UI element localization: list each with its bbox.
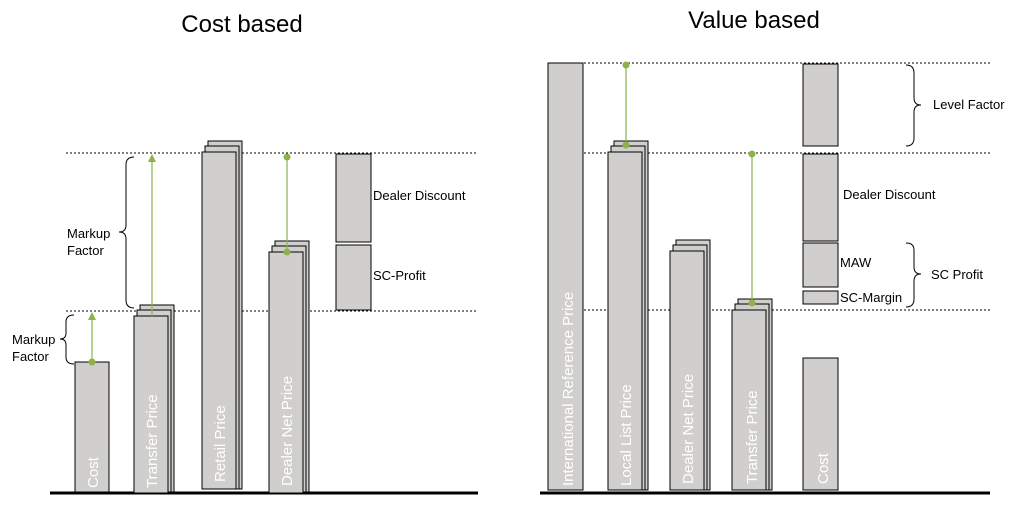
- markup-factor-brace-lower: [59, 314, 75, 365]
- svg-text:Factor: Factor: [67, 243, 105, 258]
- dealer-net-price-label: Dealer Net Price: [279, 376, 296, 486]
- markup-factor-upper-text: Markup Factor: [67, 226, 110, 258]
- svg-text:Markup: Markup: [12, 332, 55, 347]
- dealer-discount-label-vb: Dealer Discount: [843, 187, 936, 202]
- cost-bar-vb: [802, 357, 839, 491]
- markup-factor-lower-text: Markup Factor: [12, 332, 55, 364]
- transfer-price-bar: [133, 304, 175, 494]
- retail-price-label: Retail Price: [212, 405, 229, 482]
- maw-box: [802, 242, 839, 288]
- svg-text:Factor: Factor: [12, 349, 50, 364]
- dealer-discount-label: Dealer Discount: [373, 188, 466, 203]
- dealer-discount-box-vb: [802, 153, 839, 242]
- level-factor-brace: [905, 64, 922, 147]
- sc-profit-brace: [905, 242, 922, 308]
- sc-margin-box: [802, 290, 839, 305]
- sc-profit-label: SC-Profit: [373, 268, 426, 283]
- arrow-transfer-to-level: [748, 150, 756, 307]
- cost-based-panel: Cost based Cost Transfer Price Retail Pr…: [12, 11, 478, 495]
- transfer-price-label: Transfer Price: [144, 394, 161, 488]
- arrow-transfer-to-top: [148, 154, 156, 316]
- retail-price-bar: [201, 140, 243, 490]
- local-list-price-label: Local List Price: [618, 384, 635, 486]
- value-based-panel: Value based International Reference Pric…: [540, 7, 1005, 495]
- transfer-price-label-vb: Transfer Price: [744, 390, 761, 484]
- international-reference-price-label: International Reference Price: [560, 292, 577, 486]
- cost-label-vb: Cost: [815, 452, 832, 484]
- level-factor-box: [802, 63, 839, 147]
- dealer-net-price-bar: [268, 240, 310, 494]
- transfer-price-bar-vb: [731, 298, 773, 491]
- cost-bar: [74, 361, 110, 493]
- maw-label: MAW: [840, 255, 872, 270]
- arrow-cost-to-transfer: [88, 312, 96, 366]
- svg-text:Markup: Markup: [67, 226, 110, 241]
- dealer-discount-box: [335, 153, 372, 243]
- sc-profit-box: [335, 244, 372, 311]
- arrow-local-list-to-top: [622, 61, 630, 149]
- international-reference-price-bar: [547, 62, 584, 491]
- value-based-title: Value based: [688, 7, 820, 34]
- cost-bar-label: Cost: [85, 456, 102, 488]
- local-list-price-bar: [607, 140, 649, 491]
- cost-based-title: Cost based: [181, 11, 302, 38]
- sc-margin-label: SC-Margin: [840, 290, 902, 305]
- markup-factor-brace-upper: [118, 156, 135, 309]
- dealer-net-price-bar-vb: [669, 239, 711, 491]
- dealer-net-price-label-vb: Dealer Net Price: [680, 374, 697, 484]
- sc-profit-label-vb: SC Profit: [931, 267, 983, 282]
- level-factor-label: Level Factor: [933, 97, 1005, 112]
- arrow-dealer-net-to-top: [283, 153, 291, 256]
